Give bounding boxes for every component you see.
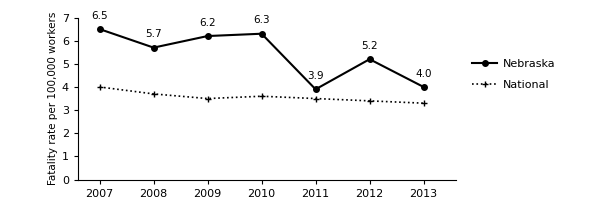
Y-axis label: Fatality rate per 100,000 workers: Fatality rate per 100,000 workers xyxy=(47,12,58,185)
National xyxy=(366,100,373,102)
National xyxy=(204,97,211,100)
Text: 6.3: 6.3 xyxy=(253,15,270,25)
Text: 3.9: 3.9 xyxy=(307,71,324,81)
Line: National: National xyxy=(97,84,427,106)
Text: 6.5: 6.5 xyxy=(91,11,108,21)
Legend: Nebraska, National: Nebraska, National xyxy=(469,55,559,93)
Nebraska xyxy=(258,32,265,35)
Nebraska xyxy=(420,86,427,88)
Nebraska xyxy=(366,58,373,60)
National xyxy=(150,93,157,95)
Text: 6.2: 6.2 xyxy=(199,18,216,28)
Nebraska xyxy=(96,28,103,30)
Nebraska xyxy=(312,88,319,91)
Nebraska xyxy=(150,46,157,49)
Text: 5.7: 5.7 xyxy=(145,29,162,39)
National xyxy=(96,86,103,88)
Text: 4.0: 4.0 xyxy=(415,69,432,79)
National xyxy=(312,97,319,100)
National xyxy=(420,102,427,104)
Text: 5.2: 5.2 xyxy=(361,41,378,51)
Nebraska xyxy=(204,35,211,37)
Line: Nebraska: Nebraska xyxy=(97,26,427,92)
National xyxy=(258,95,265,97)
